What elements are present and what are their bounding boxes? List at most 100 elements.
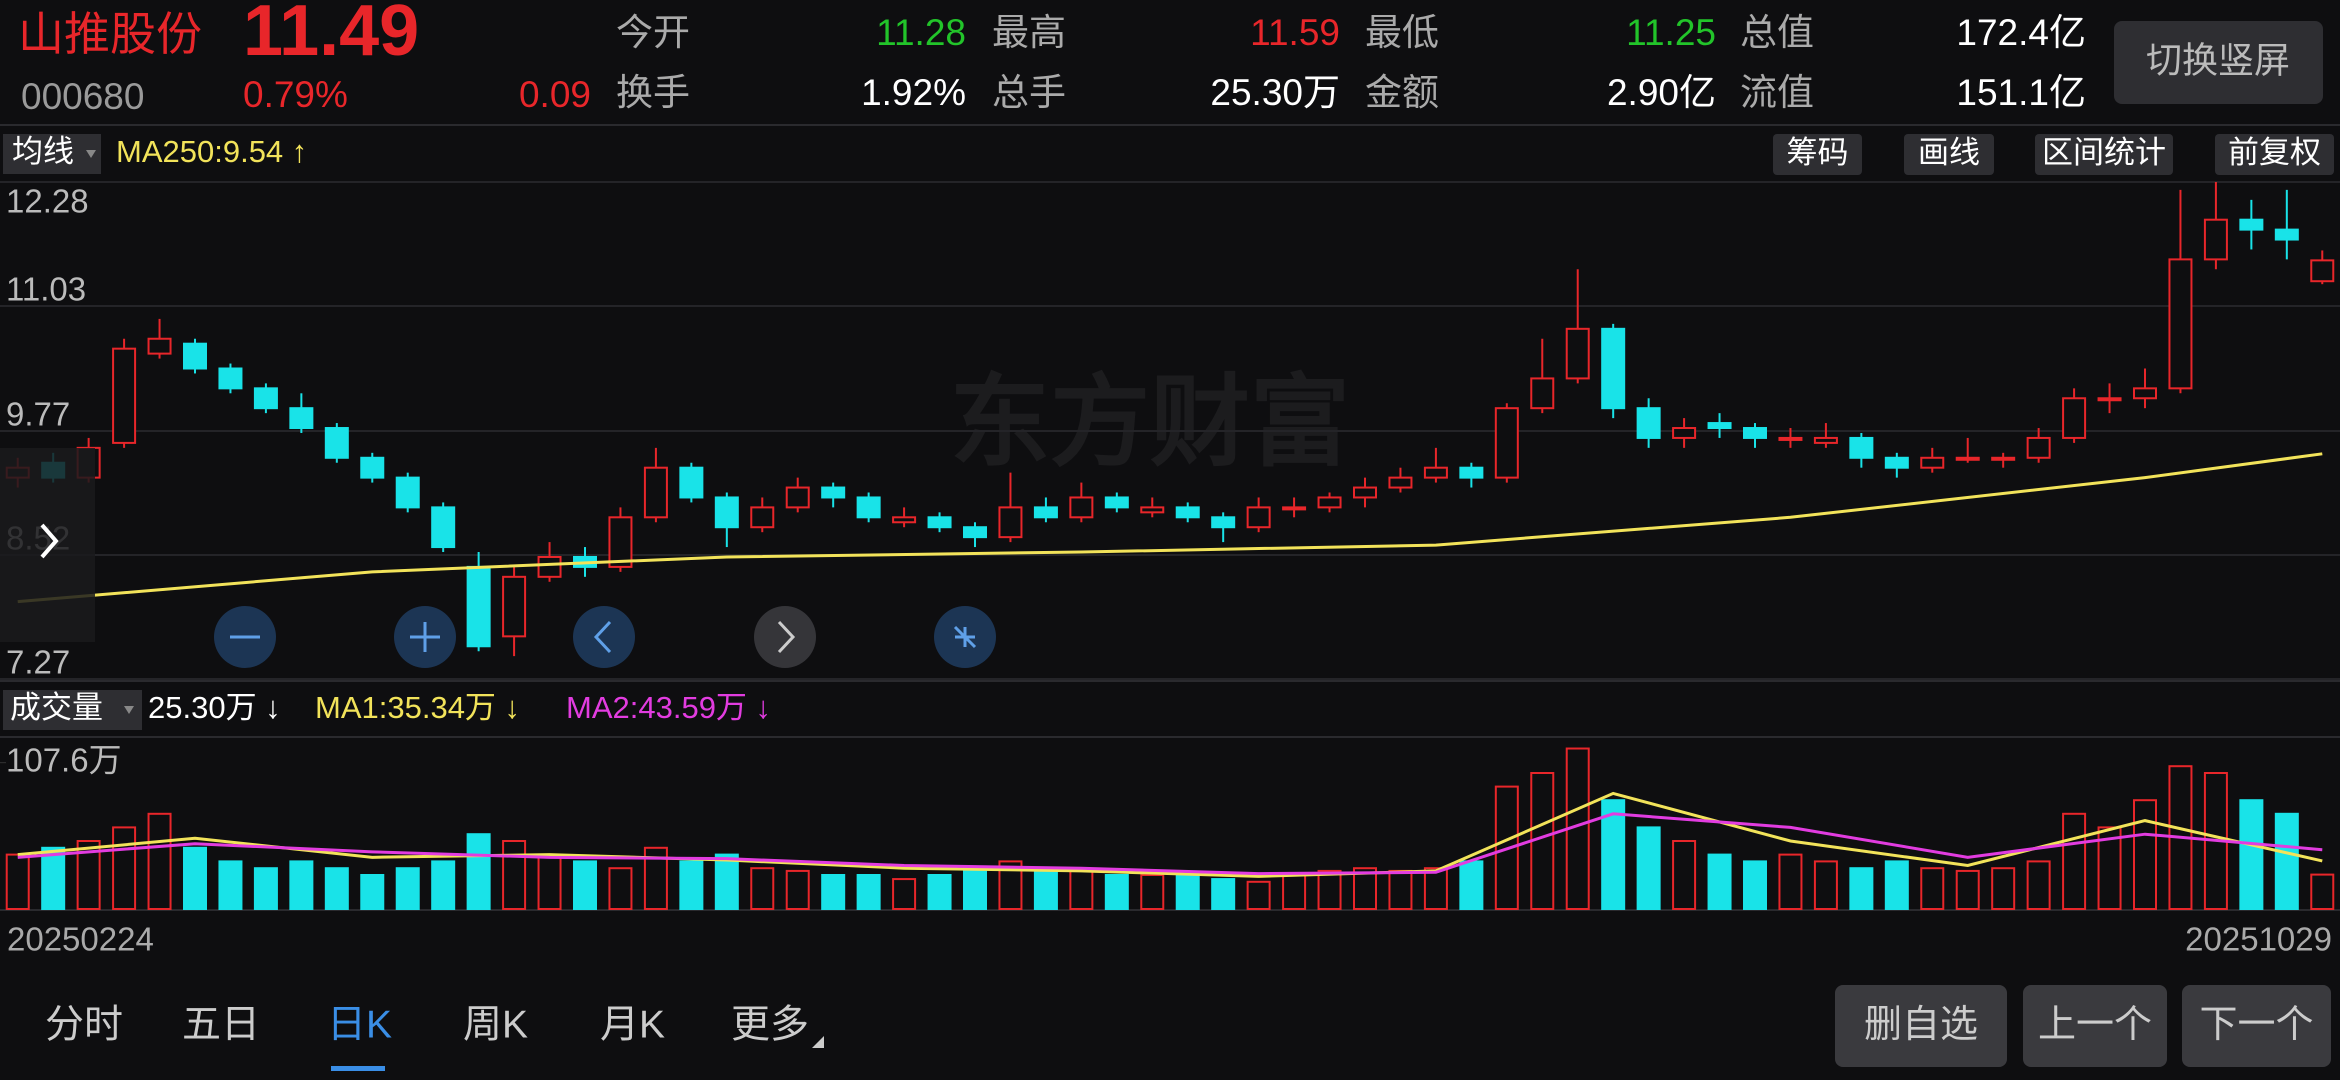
tab[interactable]: 周K — [463, 1003, 528, 1046]
candle-body — [1565, 327, 1590, 380]
candle-body — [253, 387, 278, 410]
candle-body — [112, 347, 137, 444]
volume-bar — [573, 860, 597, 911]
volume-bar — [608, 867, 633, 911]
volume-bar — [2239, 799, 2264, 911]
tab[interactable]: 月K — [600, 1003, 665, 1046]
volume-ma1: MA1:35.34万 ↓ — [315, 690, 520, 725]
volume-bar — [2133, 799, 2157, 911]
nav-button[interactable] — [573, 606, 635, 668]
volume-bar — [1069, 869, 1094, 910]
ma250-line — [17, 452, 2323, 604]
y-tick-label: 9.77 — [6, 396, 70, 433]
volume-bar — [253, 867, 278, 911]
stat-value: 151.1亿 — [1956, 72, 2086, 113]
volume-bar — [1991, 867, 2016, 911]
toolbar-button[interactable] — [2215, 134, 2334, 175]
volume-bar — [1175, 874, 1200, 910]
candle-body — [1849, 436, 1874, 459]
volume-bar — [218, 860, 243, 911]
switch-label[interactable]: 切换竖屏 — [2146, 40, 2290, 81]
volume-bar — [502, 840, 527, 910]
candle-body — [1601, 327, 1626, 410]
candle-body — [1672, 427, 1697, 439]
stat-value: 11.28 — [876, 12, 966, 53]
volume-indicator[interactable]: 成交量 — [10, 690, 103, 725]
volume-bar — [324, 867, 349, 911]
indicator[interactable]: 均线 — [12, 134, 74, 169]
stat-label: 最高 — [992, 12, 1066, 53]
volume-bar — [112, 826, 137, 911]
candle-body — [2062, 397, 2087, 439]
tab[interactable]: 更多 — [731, 1003, 809, 1046]
volume-bar — [1282, 874, 1307, 910]
candle-body — [2274, 228, 2299, 241]
switch-button[interactable] — [2114, 21, 2323, 104]
stat-value: 11.25 — [1626, 12, 1716, 53]
toolbar-button-label[interactable]: 画线 — [1918, 135, 1980, 170]
candle-body — [1743, 427, 1767, 439]
action-button-label[interactable]: 删自选 — [1864, 1004, 1978, 1046]
candle-body — [714, 496, 739, 529]
y-tick-label: 7.27 — [6, 644, 70, 681]
volume-bar — [1636, 826, 1661, 911]
ma1-line — [17, 791, 2323, 878]
candle-body — [1175, 506, 1200, 519]
expand-panel[interactable] — [0, 448, 95, 642]
candle-body — [2168, 258, 2193, 390]
volume-bar — [466, 833, 491, 911]
volume-bar — [785, 869, 810, 910]
stat-value: 2.90亿 — [1607, 72, 1716, 113]
volume-bar — [998, 860, 1023, 911]
volume-bar — [537, 853, 562, 910]
action-button[interactable] — [2023, 985, 2167, 1067]
stock-price: 11.49 — [243, 0, 419, 71]
volume-bar — [1778, 853, 1803, 910]
toolbar-button-label[interactable]: 区间统计 — [2042, 135, 2166, 170]
candle-body — [395, 476, 420, 509]
end-date: 20251029 — [2185, 921, 2332, 958]
candle-body — [431, 506, 456, 549]
toolbar-button[interactable] — [1773, 134, 1862, 175]
toolbar-button-label[interactable]: 筹码 — [1787, 135, 1849, 170]
candle-body — [1211, 516, 1236, 529]
volume-bar — [1601, 799, 1626, 911]
toolbar-button[interactable] — [2035, 134, 2173, 175]
action-button-label[interactable]: 上一个 — [2038, 1004, 2152, 1046]
tab[interactable]: 分时 — [45, 1003, 123, 1046]
nav-icon[interactable] — [953, 625, 977, 649]
volume-bar — [1459, 860, 1484, 911]
volume-bar — [395, 867, 420, 911]
expand-icon[interactable] — [40, 523, 59, 559]
volume-bar — [1849, 867, 1874, 911]
tab[interactable]: 日K — [327, 1003, 392, 1046]
volume-bar — [1920, 867, 1945, 911]
change-pct: 0.79% — [243, 74, 348, 115]
stat-label: 今开 — [616, 12, 690, 53]
action-button[interactable] — [2182, 985, 2331, 1067]
tab[interactable]: 五日 — [182, 1003, 260, 1046]
stat-label: 总手 — [992, 72, 1066, 113]
candle-body — [1353, 486, 1377, 499]
toolbar-button-label[interactable]: 前复权 — [2228, 135, 2321, 170]
nav-icon[interactable] — [410, 622, 440, 652]
volume-bar — [1707, 853, 1732, 910]
candle-body — [502, 575, 527, 638]
nav-icon[interactable] — [593, 620, 612, 654]
candle-body — [324, 427, 349, 459]
indicator-box[interactable] — [3, 690, 142, 730]
indicator-box[interactable] — [3, 134, 101, 174]
action-button-label[interactable]: 下一个 — [2199, 1004, 2313, 1046]
stock-code: 000680 — [21, 76, 144, 117]
volume-bar — [76, 840, 101, 910]
volume-current: 25.30万 ↓ — [148, 690, 281, 725]
y-tick-label: 12.28 — [6, 183, 89, 220]
candle-body — [1636, 407, 1661, 439]
action-button[interactable] — [1835, 985, 2007, 1067]
candle-body — [466, 565, 491, 648]
nav-icon[interactable] — [777, 620, 796, 654]
stat-value: 25.30万 — [1210, 72, 1340, 113]
toolbar-button[interactable] — [1904, 134, 1994, 175]
stat-label: 金额 — [1365, 72, 1439, 113]
nav-button[interactable] — [754, 606, 816, 668]
